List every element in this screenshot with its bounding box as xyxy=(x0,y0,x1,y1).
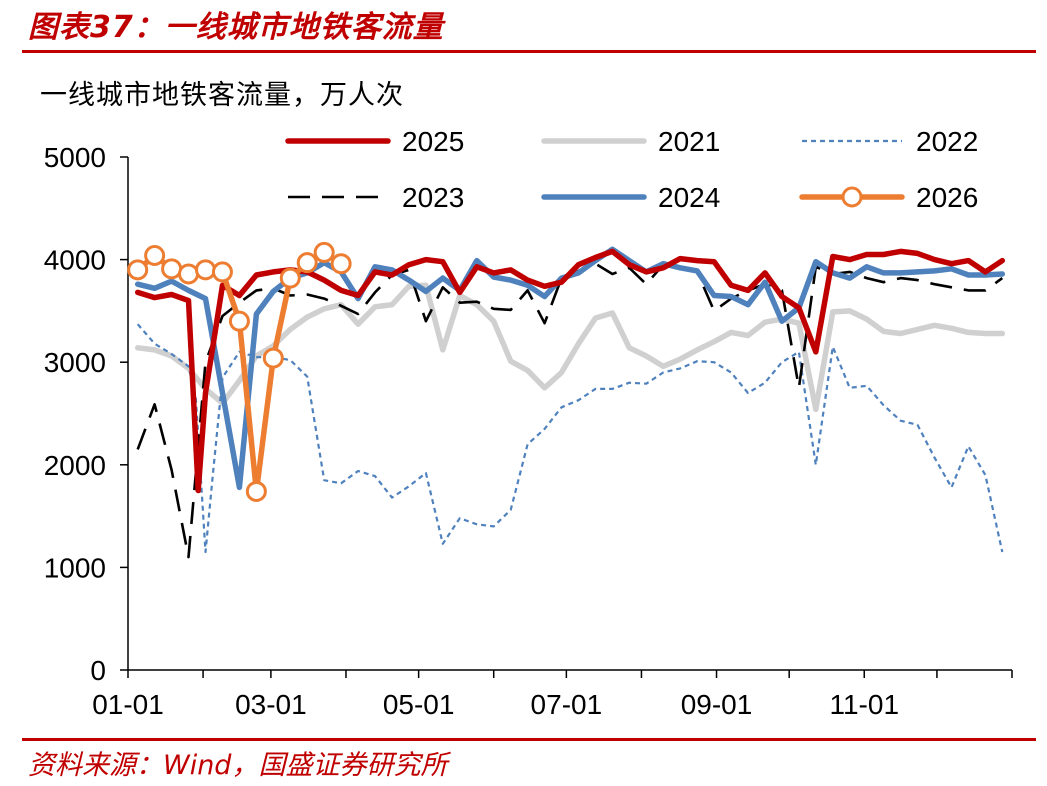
data-point-2026 xyxy=(279,267,301,289)
legend-label-2022: 2022 xyxy=(916,126,978,157)
y-tick-label: 4000 xyxy=(44,245,106,276)
y-tick-label: 3000 xyxy=(44,347,106,378)
data-point-2026 xyxy=(144,244,166,266)
x-tick-label: 09-01 xyxy=(681,689,753,720)
data-point-2026 xyxy=(161,258,183,280)
legend-marker-2026 xyxy=(841,186,863,208)
y-tick-label: 0 xyxy=(90,655,106,686)
legend-label-2023: 2023 xyxy=(402,182,464,213)
series-line-2025 xyxy=(134,248,1006,494)
x-tick-label: 05-01 xyxy=(383,689,455,720)
data-point-2026 xyxy=(245,480,267,502)
chart-axes: 0 1000 2000 3000 4000 5000 01-01 03-01 05-01 07-0… xyxy=(44,142,1013,720)
figure-title: 图表37：一线城市地铁客流量 xyxy=(28,10,444,45)
data-point-2026 xyxy=(195,259,217,281)
x-tick-label: 11-01 xyxy=(829,689,899,720)
legend-label-2021: 2021 xyxy=(658,126,720,157)
data-point-2026 xyxy=(178,263,200,285)
data-point-2026 xyxy=(330,253,352,275)
y-tick-label: 5000 xyxy=(44,142,106,173)
legend-label-2026: 2026 xyxy=(916,182,978,213)
title-divider xyxy=(22,50,1036,53)
series-line-2024 xyxy=(134,246,1006,491)
legend-label-2025: 2025 xyxy=(402,126,464,157)
source-note: 资料来源：Wind，国盛证券研究所 xyxy=(28,750,448,781)
chart-series xyxy=(127,241,1006,559)
x-tick-label: 03-01 xyxy=(235,689,307,720)
x-tick-label: 01-01 xyxy=(92,689,164,720)
series-line-2026 xyxy=(134,249,344,495)
data-point-2026 xyxy=(296,252,318,274)
data-point-2026 xyxy=(228,310,250,332)
y-axis-unit-label: 一线城市地铁客流量，万人次 xyxy=(40,80,404,111)
series-line-2022 xyxy=(136,323,1004,554)
legend-label-2024: 2024 xyxy=(658,182,720,213)
data-point-2026 xyxy=(262,347,284,369)
x-tick-label: 07-01 xyxy=(531,689,603,720)
series-line-2021 xyxy=(134,282,1006,413)
y-tick-label: 1000 xyxy=(44,552,106,583)
data-point-2026 xyxy=(211,261,233,283)
source-divider xyxy=(22,738,1036,741)
y-tick-label: 2000 xyxy=(44,450,106,481)
data-point-2026 xyxy=(313,241,335,263)
data-point-2026 xyxy=(127,259,149,281)
chart-legend: 2025 2021 2022 2023 2024 2026 xyxy=(285,126,978,213)
